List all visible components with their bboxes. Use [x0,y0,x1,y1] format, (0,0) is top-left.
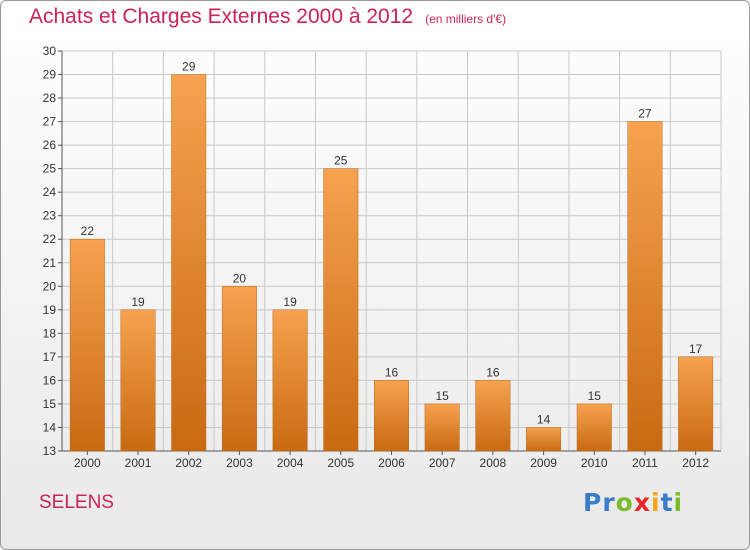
chart-subtitle: (en milliers d'€) [425,12,507,26]
chart-title: Achats et Charges Externes 2000 à 2012 [29,5,414,28]
y-tick-label: 21 [43,256,57,270]
x-tick-label: 2005 [327,456,354,470]
y-tick-label: 17 [43,350,57,364]
chart-title-block: Achats et Charges Externes 2000 à 2012 (… [29,5,506,29]
bar [475,380,511,452]
bar-value-label: 27 [638,107,652,121]
logo-letter: t [660,488,674,517]
y-tick-label: 15 [43,397,57,411]
bar [171,74,207,452]
y-tick-label: 16 [43,373,57,387]
x-tick-labels: 2000 2001 2002 2003 2004 2005 2006 2007 2008 2009… [74,456,709,470]
y-tick-label: 24 [43,185,57,199]
y-tick-label: 27 [43,115,57,129]
bar-value-label: 19 [131,295,145,309]
x-tick-label: 2008 [480,456,507,470]
logo-letter: r [602,488,616,517]
bars [69,74,714,452]
y-tick-label: 19 [43,303,57,317]
logo-letter: P [583,488,603,517]
x-tick-label: 2011 [632,456,658,470]
bar [678,356,714,452]
x-tick-label: 2000 [74,456,101,470]
bar-value-label: 25 [334,154,348,168]
bar [526,427,562,452]
bar [627,121,663,452]
data-labels: 22 19 29 20 19 25 16 15 16 14 15 27 17 [81,60,703,427]
bar-value-label: 14 [537,412,551,426]
bar [221,286,257,452]
y-tick-label: 22 [43,232,57,246]
y-tick-label: 14 [43,420,57,434]
y-tick-label: 18 [43,326,57,340]
y-tick-labels: 13 14 15 16 17 18 19 20 21 22 23 24 25 26 27 28 29 30 [43,44,57,458]
x-tick-label: 2003 [226,456,253,470]
x-tick-label: 2006 [378,456,405,470]
x-tick-label: 2001 [125,456,152,470]
logo-letter: i [673,488,684,517]
x-tick-label: 2010 [581,456,608,470]
bar-value-label: 17 [689,342,703,356]
bar-value-label: 19 [283,295,297,309]
bar [272,309,308,452]
place-name: SELENS [39,492,114,513]
logo-letter: o [615,488,634,517]
proxiti-logo[interactable]: Proxiti [583,488,683,517]
y-tick-label: 29 [43,68,57,82]
bar [323,168,359,452]
bar [424,403,460,452]
y-tick-label: 23 [43,209,57,223]
x-tick-label: 2007 [429,456,456,470]
bar [120,309,156,452]
bar [69,238,105,452]
logo-letter: x [633,488,651,517]
bar-value-label: 16 [385,365,399,379]
y-tick-label: 20 [43,279,57,293]
bar-value-label: 20 [233,271,247,285]
bar-value-label: 22 [81,224,95,238]
y-tick-label: 25 [43,162,57,176]
bar-value-label: 29 [182,60,196,74]
y-tick-label: 28 [43,91,57,105]
bar [374,380,409,452]
y-tick-label: 26 [43,138,57,152]
logo-letter: i [651,488,661,517]
bar [576,403,612,452]
y-tick-label: 13 [43,444,57,458]
x-tick-label: 2004 [277,456,304,470]
bar-value-label: 16 [486,365,500,379]
x-tick-label: 2012 [682,456,709,470]
bar-value-label: 15 [588,389,602,403]
y-tick-label: 30 [43,44,57,58]
x-tick-label: 2002 [175,456,202,470]
x-tick-label: 2009 [530,456,557,470]
bar-value-label: 15 [436,389,450,403]
